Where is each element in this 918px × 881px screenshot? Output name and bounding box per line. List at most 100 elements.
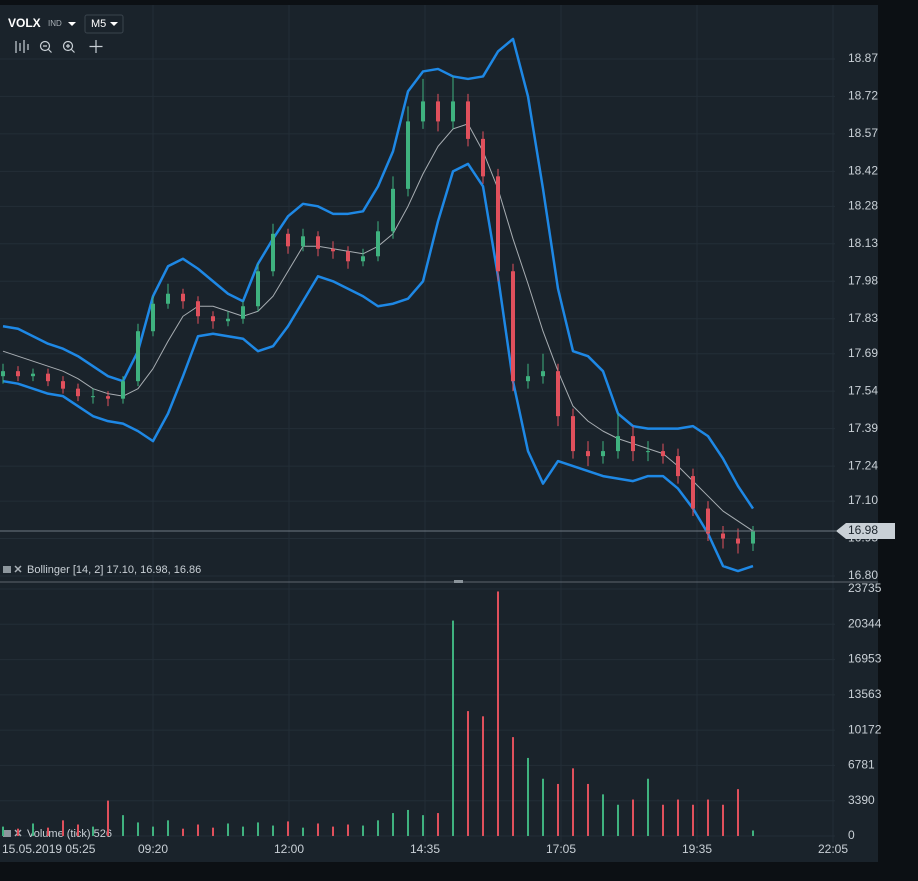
volume-bar bbox=[17, 828, 19, 836]
volume-bar bbox=[347, 824, 349, 836]
volume-legend-text: Volume (tick) 526 bbox=[27, 828, 112, 840]
candle-body bbox=[316, 236, 320, 249]
exchange: IND bbox=[48, 19, 62, 28]
volume-bar bbox=[662, 804, 664, 836]
y-tick-label: 13563 bbox=[848, 687, 882, 701]
y-tick-label: 10172 bbox=[848, 722, 882, 736]
volume-bar bbox=[362, 825, 364, 836]
volume-bar bbox=[542, 778, 544, 836]
timeframe-dropdown[interactable] bbox=[110, 22, 118, 26]
y-tick-label: 0 bbox=[848, 828, 855, 842]
candle-body bbox=[481, 138, 485, 177]
volume-bar bbox=[692, 804, 694, 836]
candle-body bbox=[286, 233, 290, 247]
zoom-in-icon[interactable] bbox=[62, 40, 75, 53]
candle-body bbox=[196, 301, 200, 317]
candle-body bbox=[436, 101, 440, 122]
volume-bar bbox=[437, 813, 439, 836]
candle-body bbox=[586, 451, 590, 457]
volume-bar bbox=[47, 827, 49, 836]
volume-bar bbox=[392, 813, 394, 836]
candle-body bbox=[466, 101, 470, 139]
y-tick-label: 17.83 bbox=[848, 311, 878, 325]
volume-bar bbox=[482, 716, 484, 836]
volume-bar bbox=[197, 824, 199, 836]
candle-body bbox=[571, 416, 575, 452]
volume-bar bbox=[452, 620, 454, 836]
volume-bar bbox=[527, 757, 529, 836]
symbol[interactable]: VOLX bbox=[8, 16, 41, 30]
y-tick-label: 6781 bbox=[848, 758, 875, 772]
y-tick-label: 18.87 bbox=[848, 51, 878, 65]
volume-bar bbox=[752, 830, 754, 836]
x-tick-label: 12:00 bbox=[274, 842, 304, 856]
volume-bar bbox=[62, 820, 64, 836]
indicators-icon[interactable] bbox=[15, 40, 29, 53]
volume-bar bbox=[332, 826, 334, 836]
timeframe[interactable]: M5 bbox=[91, 18, 106, 30]
y-tick-label: 23735 bbox=[848, 581, 882, 595]
volume-bar bbox=[92, 826, 94, 836]
volume-bar bbox=[422, 815, 424, 836]
volume-bar bbox=[602, 794, 604, 836]
y-tick-label: 16953 bbox=[848, 652, 882, 666]
resize-handle[interactable] bbox=[454, 580, 463, 583]
candle-body bbox=[541, 371, 545, 377]
zoom-out-icon[interactable] bbox=[39, 40, 52, 53]
y-tick-label: 17.69 bbox=[848, 346, 878, 360]
volume-bar bbox=[32, 823, 34, 836]
candle-body bbox=[391, 188, 395, 232]
volume-bar bbox=[617, 804, 619, 836]
indicator-legend: Bollinger [14, 2] 17.10, 16.98, 16.86 bbox=[27, 564, 201, 576]
volume-bar bbox=[77, 824, 79, 836]
candle-body bbox=[106, 396, 110, 399]
candle-body bbox=[136, 331, 140, 382]
y-tick-label: 18.42 bbox=[848, 164, 878, 178]
timeframe-box[interactable] bbox=[84, 14, 124, 34]
candle-body bbox=[421, 101, 425, 122]
toolbar: VOLX IND M5 bbox=[8, 14, 124, 53]
candle-body bbox=[271, 233, 275, 272]
symbol-dropdown[interactable] bbox=[68, 22, 76, 26]
y-tick-label: 17.24 bbox=[848, 458, 878, 472]
candle-body bbox=[76, 388, 80, 397]
candle-body bbox=[91, 396, 95, 398]
bollinger-upper bbox=[2, 37, 755, 510]
x-tick-label: 15.05.2019 05:25 bbox=[2, 842, 96, 856]
x-tick-label: 17:05 bbox=[546, 842, 576, 856]
candle-body bbox=[1, 371, 5, 377]
y-tick-label: 20344 bbox=[848, 616, 882, 630]
volume-bar bbox=[272, 825, 274, 836]
candle-body bbox=[406, 121, 410, 189]
volume-bar bbox=[737, 789, 739, 836]
volume-bar bbox=[152, 826, 154, 836]
volume-bar bbox=[212, 827, 214, 836]
volume-bar bbox=[257, 822, 259, 836]
candle-body bbox=[751, 531, 755, 544]
volume-bar bbox=[677, 799, 679, 836]
legend-icon[interactable] bbox=[3, 830, 11, 837]
legend-icon[interactable] bbox=[3, 566, 11, 573]
volume-bar bbox=[107, 800, 109, 836]
candle-body bbox=[256, 271, 260, 307]
candle-body bbox=[616, 436, 620, 452]
candle-body bbox=[706, 508, 710, 534]
volume-bar bbox=[317, 823, 319, 836]
candle-body bbox=[676, 456, 680, 477]
volume-bar bbox=[377, 820, 379, 836]
candle-body bbox=[556, 371, 560, 417]
volume-bar bbox=[167, 820, 169, 836]
candle-body bbox=[301, 236, 305, 247]
volume-bar bbox=[2, 826, 4, 836]
y-tick-label: 16.80 bbox=[848, 568, 878, 582]
x-tick-label: 22:05 bbox=[818, 842, 848, 856]
grid bbox=[0, 5, 835, 842]
candle-body bbox=[631, 436, 635, 452]
volume-bar bbox=[242, 826, 244, 836]
volume-bar bbox=[137, 822, 139, 836]
legend-close[interactable] bbox=[14, 565, 22, 573]
x-tick-label: 09:20 bbox=[138, 842, 168, 856]
last-price-label: 16.98 bbox=[848, 523, 878, 537]
volume-bar bbox=[302, 827, 304, 836]
crosshair-icon[interactable] bbox=[89, 40, 103, 53]
